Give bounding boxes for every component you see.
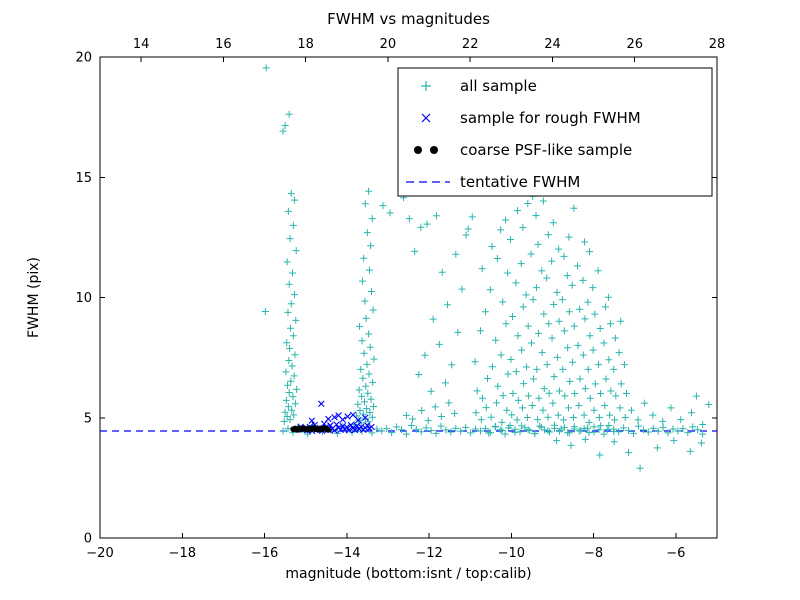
x-tick-label-top: 28 [709,37,726,52]
x-tick-label-bottom: −16 [251,546,278,561]
legend-entry-label: sample for rough FWHM [460,109,641,127]
y-tick-label: 0 [84,532,92,547]
y-tick-label: 5 [84,411,92,426]
legend-marker-dot-icon [414,146,422,154]
y-tick-label: 20 [75,51,92,66]
series-coarse-psf-like-sample [290,425,332,433]
x-axis-label: magnitude (bottom:isnt / top:calib) [285,566,531,582]
legend-entry-label: tentative FWHM [460,173,580,191]
legend-marker-plus-icon [421,81,431,91]
x-tick-label-top: 26 [626,37,643,52]
x-tick-label-top: 22 [462,37,479,52]
x-tick-label-bottom: −18 [169,546,196,561]
y-tick-label: 15 [75,171,92,186]
x-tick-label-bottom: −12 [415,546,442,561]
x-tick-label-bottom: −6 [666,546,685,561]
x-tick-label-bottom: −20 [86,546,113,561]
legend-entry-label: coarse PSF-like sample [460,141,632,159]
x-tick-label-top: 16 [215,37,232,52]
x-tick-label-bottom: −14 [333,546,360,561]
x-tick-label-bottom: −8 [584,546,603,561]
y-axis-label: FWHM (pix) [26,257,42,338]
axis-ticks-and-labels: −20 −18 −16 −14 −12 −10 −8 −6 14 16 18 20 22 24 26 28 0 5… [75,37,725,561]
legend: all sample sample for rough FWHM coarse PS… [397,67,713,197]
x-tick-label-top: 24 [544,37,561,52]
legend-marker-dot-icon [430,146,438,154]
x-tick-label-top: 14 [133,37,150,52]
x-tick-label-top: 20 [380,37,397,52]
y-tick-label: 10 [75,291,92,306]
legend-entry-label: all sample [460,77,537,95]
x-tick-label-bottom: −10 [498,546,525,561]
chart-title: FWHM vs magnitudes [327,10,490,28]
x-tick-label-top: 18 [297,37,314,52]
legend-marker-x-icon [421,113,431,123]
axis-titles: FWHM vs magnitudes magnitude (bottom:isnt… [26,10,532,582]
